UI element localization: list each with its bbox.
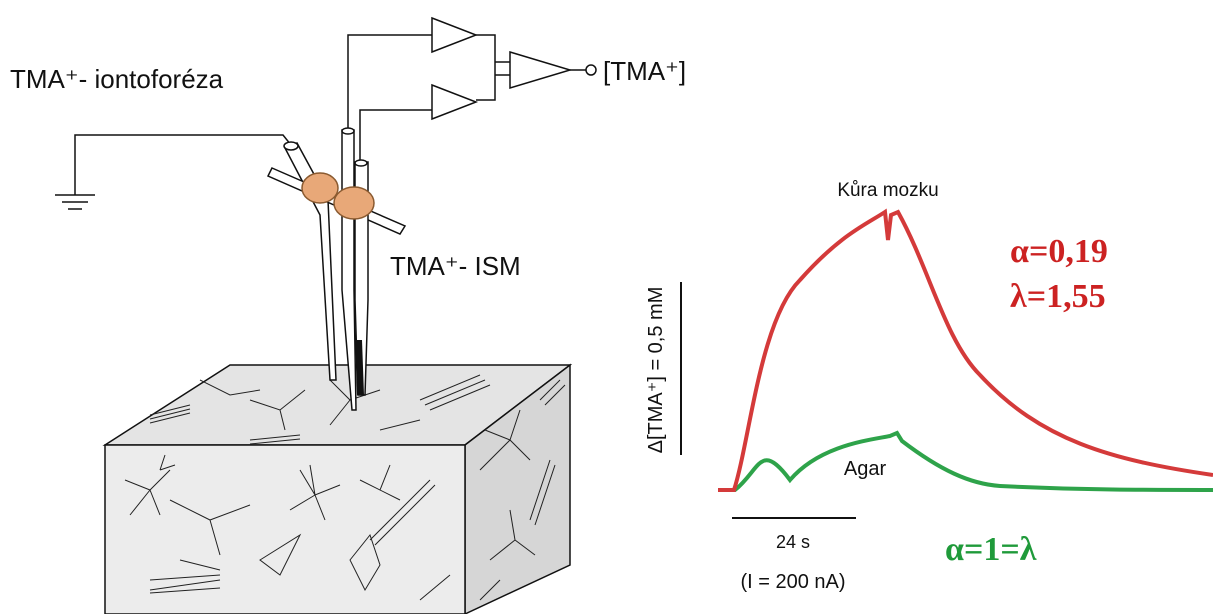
output-node <box>586 65 596 75</box>
ism-label: TMA⁺- ISM <box>390 251 521 281</box>
tissue-block <box>105 365 570 614</box>
iontophoresis-label: TMA⁺- iontoforéza <box>10 64 224 94</box>
diagram: TMA⁺- iontoforéza [TMA⁺] TMA⁺- ISM Kůra … <box>0 0 1213 614</box>
agar-params: α=1=λ <box>945 531 1037 568</box>
alpha-cortex: α=0,19 <box>1010 233 1108 270</box>
cortex-label: Kůra mozku <box>837 180 938 201</box>
current-label: (I = 200 nA) <box>740 571 845 593</box>
amplifier <box>510 52 570 88</box>
output-label: [TMA⁺] <box>603 56 686 86</box>
scale-x-label: 24 s <box>776 532 810 552</box>
amplifier <box>432 18 476 52</box>
agar-label: Agar <box>844 458 887 480</box>
cortex-trace <box>718 212 1213 490</box>
scale-y-label: Δ[TMA⁺] = 0,5 mM <box>645 287 667 454</box>
lambda-cortex: λ=1,55 <box>1010 278 1106 315</box>
amplifier <box>432 85 476 119</box>
recording <box>681 212 1213 518</box>
